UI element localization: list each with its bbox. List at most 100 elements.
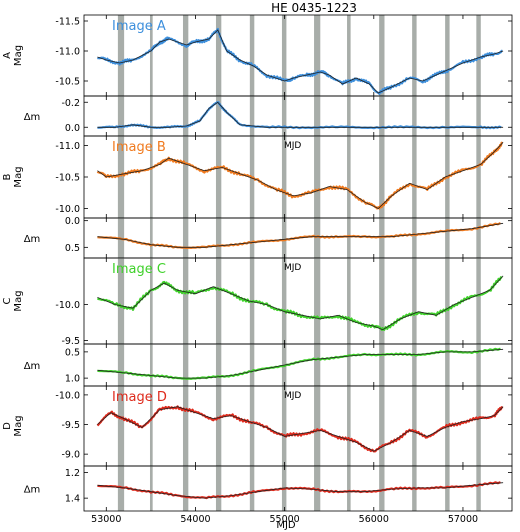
y-tick-label: -9.5 [61, 336, 80, 347]
season-gap [379, 218, 385, 258]
season-gap [281, 386, 287, 466]
season-gap [182, 344, 189, 386]
y-tick-label: -10.0 [55, 204, 80, 215]
panel-A: -11.5 -11.0 -10.5 A Mag Image A [2, 14, 513, 97]
model-curve-dB [97, 222, 504, 248]
panel-D: -10.0 -9.5 -9.0 D Mag Image D MJD [2, 385, 513, 467]
season-gap [149, 386, 153, 466]
x-tick-label: 53000 [91, 514, 121, 525]
model-curve-dA [97, 101, 504, 128]
y-tick-label: -9.5 [61, 420, 80, 431]
season-gap [314, 136, 321, 218]
panel-frame [83, 465, 513, 512]
season-gap [149, 218, 153, 258]
panel-dA: -0.2 0.0 Δm [24, 95, 513, 137]
model-curve-dD [97, 482, 504, 499]
figure-title: HE 0435-1223 [271, 1, 357, 15]
series-data-dC [97, 347, 501, 380]
ylabel: Mag [13, 166, 24, 187]
season-gap [215, 15, 222, 96]
season-gap [379, 15, 385, 96]
season-gap [182, 386, 189, 466]
season-gap [412, 344, 417, 386]
series-label: Image A [112, 19, 166, 34]
season-gap [476, 258, 481, 344]
season-gap [314, 96, 321, 136]
season-gap [149, 136, 153, 218]
season-gap [249, 466, 255, 511]
season-gap [412, 136, 417, 218]
season-gap [347, 386, 351, 466]
season-gap [149, 15, 153, 96]
ylabel-image-letter: D [2, 422, 13, 430]
series-label: Image C [112, 262, 166, 277]
y-tick-label: -11.5 [55, 17, 80, 28]
ylabel-delta: Δm [24, 361, 41, 372]
season-gap [249, 386, 255, 466]
season-gap [215, 344, 222, 386]
inline-mjd-label: MJD [284, 141, 301, 151]
season-gap [347, 344, 351, 386]
panel-B: -11.0 -10.5 -10.0 B Mag Image B MJD [2, 135, 513, 219]
y-tick-label: 1.4 [65, 494, 80, 505]
season-gap [182, 136, 189, 218]
season-gap [379, 258, 385, 344]
season-gap [117, 96, 125, 136]
season-gap [215, 136, 222, 218]
season-gap [314, 344, 321, 386]
season-gap [182, 466, 189, 511]
season-gap [476, 96, 481, 136]
season-gap [412, 96, 417, 136]
y-tick-label: -10.0 [55, 390, 80, 401]
y-tick-label: -10.5 [55, 77, 80, 88]
y-tick-label: -0.2 [61, 98, 80, 109]
season-gap [379, 96, 385, 136]
season-gap [149, 258, 153, 344]
season-gap [117, 136, 125, 218]
season-gap [117, 344, 125, 386]
season-gap [347, 96, 351, 136]
ylabel-delta: Δm [24, 234, 41, 245]
season-gap [445, 96, 450, 136]
season-gap [445, 15, 450, 96]
series-data-D [96, 405, 504, 453]
season-gap [347, 218, 351, 258]
series-data-dB [97, 222, 501, 249]
model-curve-C [97, 275, 504, 331]
season-gap [347, 466, 351, 511]
y-tick-label: -10.5 [55, 173, 80, 184]
season-gap [314, 218, 321, 258]
series-label: Image D [112, 390, 167, 405]
season-gap [445, 218, 450, 258]
season-gap [476, 386, 481, 466]
season-gap [117, 258, 125, 344]
season-gap [314, 15, 321, 96]
season-gap [149, 96, 153, 136]
season-gap [281, 96, 287, 136]
bottom-xlabel: MJD [276, 520, 296, 531]
season-gap [215, 218, 222, 258]
season-gap [149, 466, 153, 511]
model-curve-dC [97, 348, 504, 379]
season-gap [379, 344, 385, 386]
x-tick-label: 56000 [359, 514, 389, 525]
model-curve-D [97, 406, 504, 452]
y-tick-label: 0.0 [65, 123, 80, 134]
season-gap [412, 218, 417, 258]
panel-dD: 53000 54000 55000 56000 57000 1.2 1.4 Δm [24, 465, 513, 525]
season-gap [182, 96, 189, 136]
season-gap [249, 344, 255, 386]
season-gap [281, 258, 287, 344]
season-gap [215, 258, 222, 344]
ylabel-delta: Δm [24, 112, 41, 123]
season-gap [347, 15, 351, 96]
series-data-dD [97, 481, 501, 500]
x-tick-label: 55000 [270, 514, 300, 525]
season-gap [149, 344, 153, 386]
season-gap [379, 136, 385, 218]
ylabel-image-letter: C [2, 297, 13, 304]
season-gap [215, 96, 222, 136]
season-gap [249, 15, 255, 96]
series-label: Image B [112, 140, 166, 155]
